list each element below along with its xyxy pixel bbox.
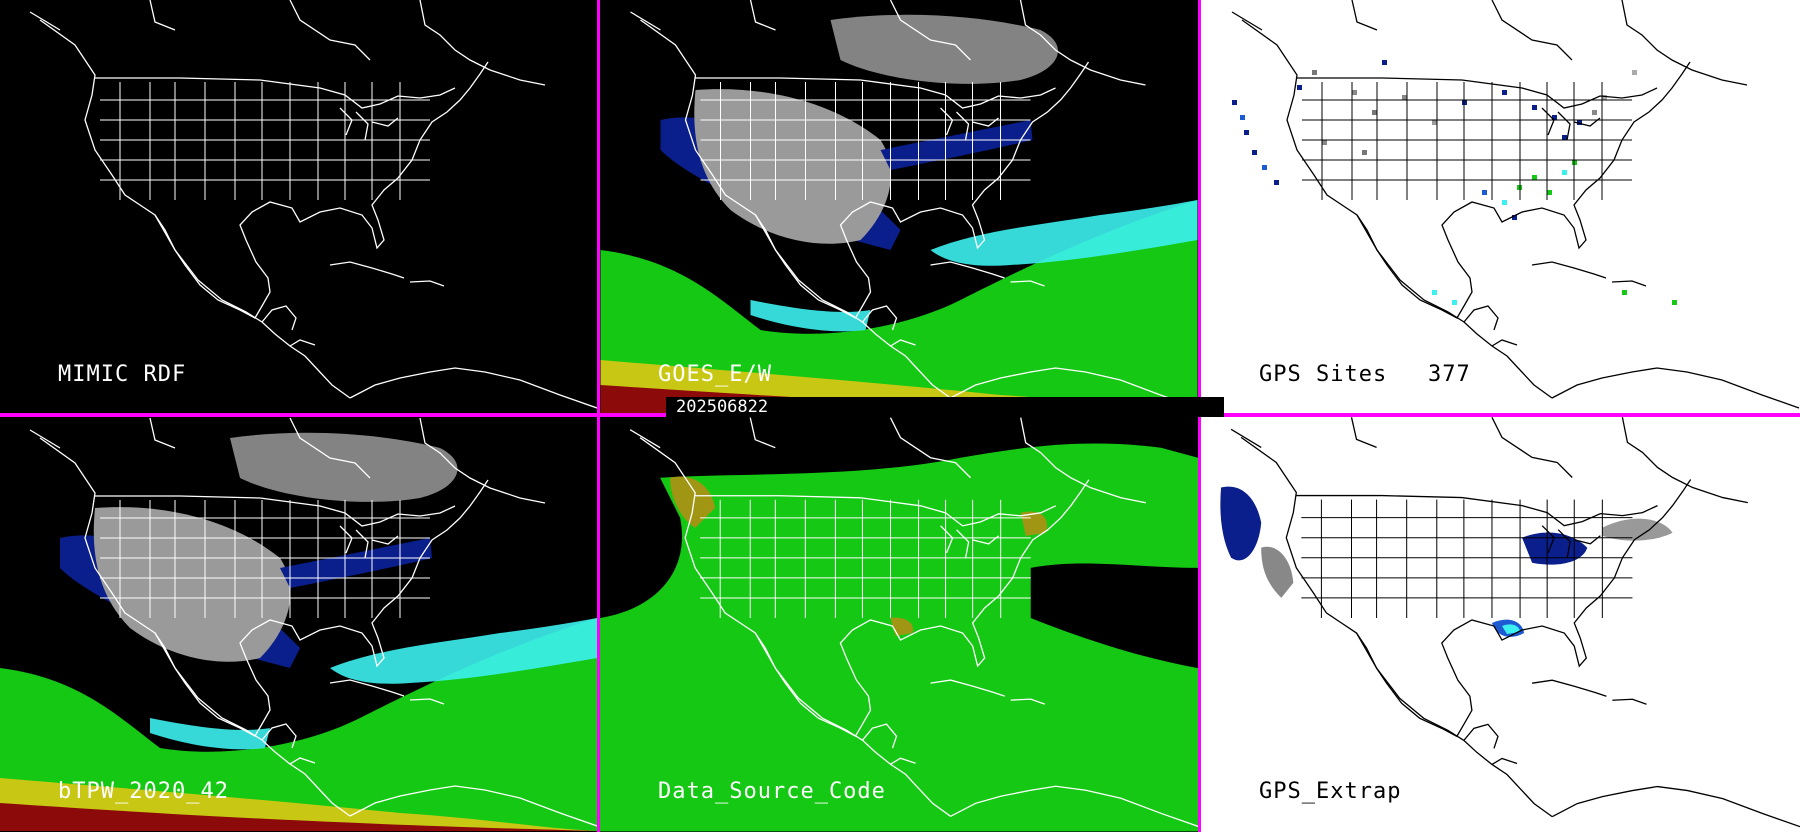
map-goes-e-w	[600, 0, 1198, 413]
gps-site-marker	[1502, 90, 1507, 95]
moisture-navy-east	[280, 538, 432, 588]
gps-site-marker	[1532, 175, 1537, 180]
source-olive-nw	[670, 476, 716, 528]
gps-site-marker	[1632, 70, 1637, 75]
gps-site-marker	[1532, 105, 1537, 110]
coastlines	[29, 417, 597, 827]
extrap-gray-west	[1261, 546, 1294, 598]
panel-label-data-source-code: Data_Source_Code	[658, 779, 886, 804]
state-boundaries	[1302, 82, 1632, 200]
map-gps-extrap	[1220, 417, 1800, 828]
gps-site-marker	[1512, 215, 1517, 220]
coastlines	[29, 0, 597, 409]
gps-site-marker	[1382, 60, 1387, 65]
gps-site-marker	[1482, 190, 1487, 195]
state-boundaries	[100, 500, 430, 618]
dry-air-gray	[694, 89, 891, 244]
panel-label-gps-sites: GPS Sites	[1259, 362, 1388, 387]
moisture-green	[0, 618, 597, 831]
moisture-red	[0, 803, 597, 831]
moisture-navy-east	[880, 120, 1033, 170]
extrap-navy-great-lakes	[1522, 532, 1588, 565]
cloud-gray-north	[830, 14, 1058, 84]
coastlines	[629, 417, 1198, 827]
gps-site-count: 377	[1428, 362, 1471, 387]
gps-site-marker	[1592, 110, 1597, 115]
gps-site-marker	[1402, 95, 1407, 100]
gps-site-marker	[1672, 300, 1677, 305]
moisture-cyan-mexico	[750, 300, 871, 332]
gps-site-marker	[1297, 85, 1302, 90]
gps-site-marker	[1352, 90, 1357, 95]
moisture-cyan-mexico	[150, 718, 270, 750]
gps-site-marker	[1432, 120, 1437, 125]
moisture-cyan	[330, 618, 597, 684]
gps-site-marker	[1577, 120, 1582, 125]
panel-label-btpw-2020-42: bTPW_2020_42	[58, 779, 229, 804]
extrap-navy-west	[1220, 486, 1262, 561]
moisture-green	[600, 200, 1198, 413]
gps-site-marker	[1262, 165, 1267, 170]
gps-site-marker	[1252, 150, 1257, 155]
panel-gps-sites: GPS Sites 377	[1201, 0, 1800, 413]
coastlines	[1230, 417, 1800, 828]
map-data-source-code	[600, 417, 1198, 832]
map-mimic-rdf	[29, 0, 597, 409]
timestamp-label: 202506822	[666, 397, 1224, 417]
panel-label-goes-e-w: GOES_E/W	[658, 362, 772, 387]
gps-site-marker	[1547, 190, 1552, 195]
gps-site-marker	[1562, 170, 1567, 175]
state-boundaries	[100, 82, 430, 200]
panel-btpw-2020-42: bTPW_2020_42	[0, 417, 597, 832]
gps-site-marker	[1432, 290, 1437, 295]
state-boundaries	[1301, 499, 1633, 618]
moisture-cyan	[930, 200, 1198, 266]
gps-site-marker	[1322, 140, 1327, 145]
extrap-cyan-gulf	[1502, 624, 1521, 635]
gps-site-marker	[1372, 110, 1377, 115]
map-btpw-2020-42	[0, 417, 597, 831]
panel-label-gps-extrap: GPS_Extrap	[1259, 779, 1402, 804]
gps-site-marker	[1452, 300, 1457, 305]
gps-site-marker	[1622, 290, 1627, 295]
dry-air-gray	[93, 507, 291, 662]
gps-site-marker	[1232, 100, 1237, 105]
state-boundaries	[700, 499, 1031, 618]
panel-goes-e-w: GOES_E/W	[600, 0, 1198, 413]
cloud-gray-north	[230, 432, 458, 502]
gps-site-marker	[1362, 150, 1367, 155]
coastlines	[630, 0, 1198, 409]
coastlines	[1231, 0, 1800, 409]
panel-mimic-rdf: MIMIC RDF	[0, 0, 597, 413]
gps-site-marker	[1244, 130, 1249, 135]
gps-site-marker	[1312, 70, 1317, 75]
panel-data-source-code: Data_Source_Code	[600, 417, 1198, 832]
gps-site-marker	[1602, 95, 1607, 100]
state-boundaries	[700, 82, 1031, 200]
source-gap	[1030, 563, 1198, 669]
gps-site-marker	[1274, 180, 1279, 185]
gps-site-marker	[1502, 200, 1507, 205]
gps-site-marker	[1240, 115, 1245, 120]
gps-site-marker	[1552, 115, 1557, 120]
panel-label-mimic-rdf: MIMIC RDF	[58, 362, 187, 387]
panel-gps-extrap: GPS_Extrap	[1201, 417, 1800, 832]
gps-site-marker	[1562, 135, 1567, 140]
map-gps-sites	[1231, 0, 1800, 409]
